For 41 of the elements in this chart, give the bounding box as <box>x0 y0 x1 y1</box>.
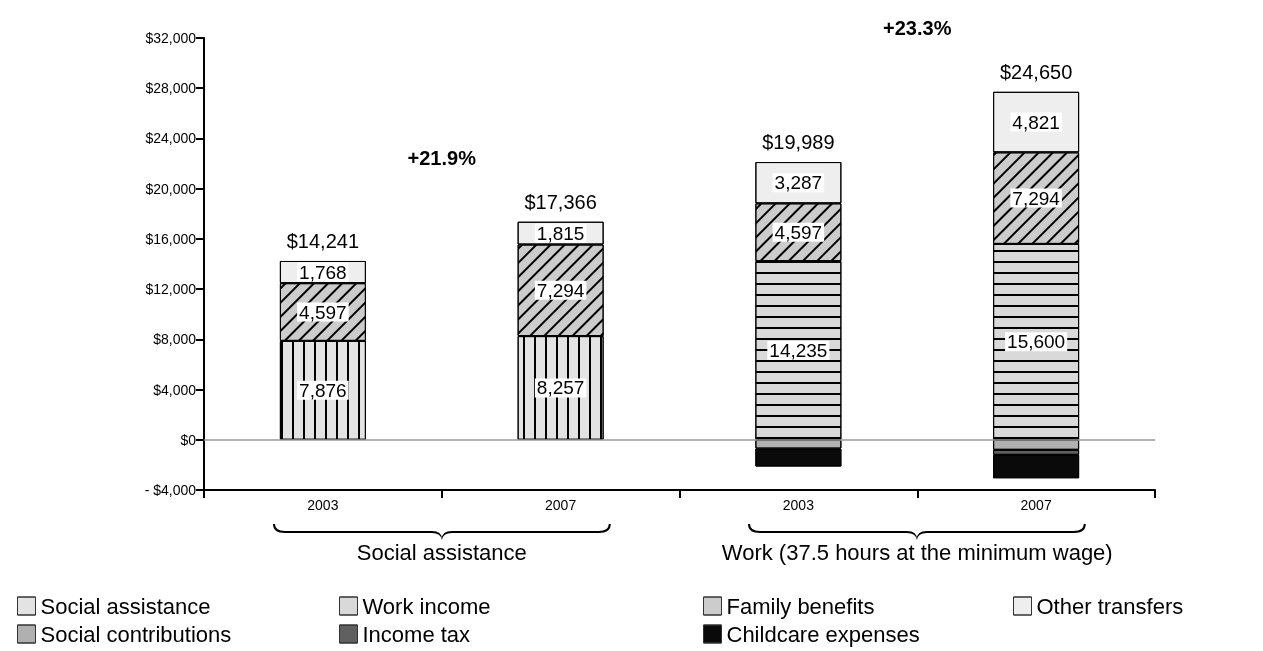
legend-label: Childcare expenses <box>726 621 920 647</box>
y-tick-label: $4,000 <box>153 381 197 398</box>
data-label: 1,815 <box>536 222 585 244</box>
text: Social assistance <box>356 539 527 565</box>
data-label: 3,287 <box>774 172 823 194</box>
y-tick-label: $28,000 <box>145 80 197 97</box>
legend-label: Work income <box>362 593 491 619</box>
legend-label: Social contributions <box>40 621 232 647</box>
y-tick-label: $0 <box>180 431 197 448</box>
data-label: 4,597 <box>299 301 347 323</box>
total-label: $17,366 <box>524 190 597 213</box>
annotation: +21.9% <box>407 146 477 169</box>
data-label: 7,294 <box>1012 187 1061 209</box>
data-label: 7,876 <box>299 379 347 401</box>
x-tick-label: 2007 <box>1020 497 1052 513</box>
y-tick-label: $24,000 <box>145 130 197 147</box>
data-label: 7,294 <box>536 279 585 301</box>
data-label: 4,821 <box>1012 111 1060 133</box>
data-label: 4,597 <box>774 221 823 243</box>
y-tick-label: $32,000 <box>145 30 197 46</box>
data-label: 15,600 <box>1007 331 1066 353</box>
data-label: 14,235 <box>769 339 828 361</box>
y-tick-label: $12,000 <box>145 281 197 298</box>
text: Work (37.5 hours at the minimum wage) <box>721 539 1113 565</box>
x-tick-label: 2003 <box>307 497 339 513</box>
legend-label: Social assistance <box>40 593 211 619</box>
data-label: 1,768 <box>299 261 347 283</box>
total-label: $24,650 <box>999 60 1073 83</box>
legend-label: Income tax <box>362 621 471 647</box>
y-tick-label: $20,000 <box>145 180 197 197</box>
annotation: +23.3% <box>883 16 952 39</box>
total-label: $14,241 <box>286 229 360 252</box>
y-tick-label: - $4,000 <box>144 482 197 498</box>
data-label: 8,257 <box>536 377 585 399</box>
total-label: $19,989 <box>762 131 835 154</box>
x-tick-label: 2003 <box>782 497 815 513</box>
legend-label: Family benefits <box>726 593 875 619</box>
y-tick-label: $16,000 <box>145 230 197 247</box>
legend-label: Other transfers <box>1036 593 1184 619</box>
y-tick-label: $8,000 <box>153 331 197 348</box>
x-tick-label: 2007 <box>545 497 577 513</box>
